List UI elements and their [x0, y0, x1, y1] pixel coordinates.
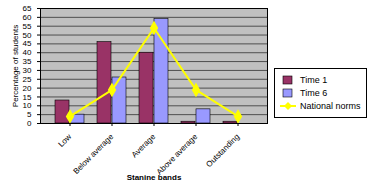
svg-text:20: 20	[23, 84, 32, 93]
svg-text:Stanine bands: Stanine bands	[127, 173, 182, 182]
svg-text:Above average: Above average	[155, 132, 200, 177]
svg-text:30: 30	[23, 66, 32, 75]
html-text:Time 6: Time 6	[300, 87, 328, 98]
svg-text:Average: Average	[130, 132, 158, 160]
html-text:Time 1: Time 1	[300, 74, 328, 85]
svg-text:Below average: Below average	[71, 132, 115, 176]
svg-text:5: 5	[27, 110, 32, 119]
svg-text:15: 15	[23, 93, 32, 102]
svg-text:Percentage of students: Percentage of students	[11, 25, 20, 107]
svg-text:10: 10	[23, 101, 32, 110]
svg-text:55: 55	[23, 22, 32, 31]
svg-text:35: 35	[23, 57, 32, 66]
svg-text:Low: Low	[56, 132, 73, 149]
svg-text:65: 65	[23, 4, 32, 13]
svg-text:Outstanding: Outstanding	[204, 132, 241, 169]
html-text:National norms: National norms	[300, 100, 361, 111]
svg-text:60: 60	[23, 13, 32, 22]
svg-text:25: 25	[23, 75, 32, 84]
svg-text:50: 50	[23, 31, 32, 40]
svg-text:40: 40	[23, 48, 32, 57]
svg-text:45: 45	[23, 39, 32, 48]
svg-text:0: 0	[27, 119, 32, 128]
